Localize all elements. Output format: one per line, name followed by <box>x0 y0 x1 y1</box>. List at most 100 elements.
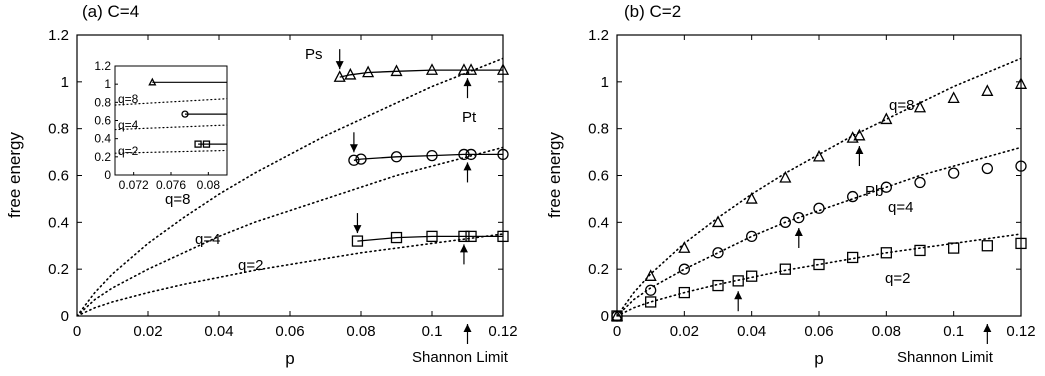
panel-b-ytick-label: 0.2 <box>588 261 609 278</box>
data-point-q8 <box>644 269 657 281</box>
panel-b: (b) C=2 free energy p 0 0.02 0.04 0.06 0.08 0… <box>545 2 1036 368</box>
arrow-marker-head <box>353 225 362 234</box>
panel-a-ytick-label: 1.2 <box>48 27 69 44</box>
arrow-pt-head <box>463 78 472 87</box>
data-point-q4 <box>793 211 805 224</box>
data-point-q4 <box>497 148 509 161</box>
data-point-q8 <box>711 215 725 228</box>
inset-reference-q4 <box>114 124 228 131</box>
data-point-q2 <box>497 230 509 243</box>
data-point-q2 <box>732 275 744 287</box>
panel-a-shannon-label: Shannon Limit <box>412 349 509 366</box>
panel-b-label-q4: q=4 <box>888 199 913 216</box>
panel-a-label-q8: q=8 <box>165 191 190 208</box>
inset-ytick-label: 0.8 <box>94 95 111 109</box>
inset-ytick-label: 0.6 <box>94 114 111 128</box>
panel-a-xtick-label: 0.08 <box>346 323 375 340</box>
data-point-q2 <box>813 258 825 271</box>
data-point-q4 <box>880 181 892 193</box>
data-point-q4 <box>847 190 859 203</box>
panel-b-xtick-label: 0.06 <box>804 323 833 340</box>
data-point-q4 <box>813 202 825 214</box>
panel-a-reference-curves <box>77 57 503 316</box>
data-point-q2 <box>847 251 859 264</box>
inset-reference-q8 <box>114 98 228 106</box>
panel-a-label-q2: q=2 <box>238 257 263 274</box>
data-point-q2 <box>880 247 892 259</box>
inset-ytick-label: 0.2 <box>94 150 111 164</box>
panel-a-annotation-pt: Pt <box>462 109 477 126</box>
data-point-q8 <box>457 63 471 75</box>
panel-a-ytick-label: 1 <box>61 74 69 91</box>
panel-a-annotation-ps: Ps <box>305 46 323 63</box>
panel-b-label-q2: q=2 <box>885 270 910 287</box>
panel-a-ytick-label: 0.2 <box>48 261 69 278</box>
panel-a-series <box>333 63 510 247</box>
data-point-q2 <box>712 279 724 292</box>
data-point-q8 <box>362 65 375 78</box>
data-point-q4 <box>746 230 758 243</box>
inset-data-point-q2 <box>202 140 211 148</box>
data-point-q2 <box>981 240 993 252</box>
reference-curve-q2 <box>77 233 503 316</box>
inset-ytick-label: 1.2 <box>94 59 111 73</box>
data-point-q8 <box>464 63 478 75</box>
data-point-q4 <box>678 263 690 275</box>
data-point-q8 <box>812 149 826 162</box>
panel-a: (a) C=4 free energy p 0 0.02 0.04 0.06 0.08 0… <box>5 2 518 368</box>
data-point-q8 <box>981 84 994 96</box>
inset-label-q2: q=2 <box>118 144 139 158</box>
arrow-marker-head <box>459 244 468 253</box>
data-point-q4 <box>712 247 724 259</box>
inset-xtick-label: 0.076 <box>156 178 186 192</box>
reference-curve-q8 <box>77 57 503 316</box>
data-point-q8 <box>333 70 346 82</box>
reference-curve-q2 <box>617 233 1021 316</box>
panel-a-ylabel: free energy <box>5 132 24 218</box>
data-point-q2 <box>779 263 791 275</box>
arrow-ps-head <box>335 61 344 70</box>
panel-b-label-q8: q=8 <box>889 97 914 114</box>
panel-b-ytick-label: 0 <box>601 308 609 325</box>
panel-a-title: (a) C=4 <box>82 2 139 21</box>
panel-a-label-q4: q=4 <box>195 231 220 248</box>
data-point-q8 <box>853 128 866 141</box>
arrow-pb-head <box>855 146 864 155</box>
data-point-q4 <box>981 162 993 175</box>
panel-a-ytick-label: 0.6 <box>48 168 69 185</box>
panel-a-ytick-label: 0.8 <box>48 121 69 138</box>
data-point-q2 <box>645 296 657 308</box>
panel-b-shannon-label: Shannon Limit <box>897 349 994 366</box>
panel-b-ytick-label: 0.6 <box>588 168 609 185</box>
data-point-q4 <box>426 149 438 162</box>
data-point-q2 <box>426 230 438 243</box>
panel-a-xtick-label: 0.12 <box>488 323 517 340</box>
data-point-q2 <box>678 286 690 299</box>
data-point-q8 <box>947 91 960 103</box>
data-point-q4 <box>458 148 470 161</box>
data-point-q8 <box>779 170 792 183</box>
panel-a-xlabel: p <box>285 349 294 368</box>
reference-curve-q8 <box>617 57 1021 316</box>
panel-a-xtick-label: 0.06 <box>275 323 304 340</box>
panel-b-ytick-label: 1.2 <box>588 27 609 44</box>
data-point-q2 <box>458 230 470 243</box>
panel-a-inset: 0.072 0.076 0.08 0 0.2 0.4 0.6 0.8 1 1.2 <box>94 59 228 192</box>
panel-a-ytick-label: 0 <box>61 308 69 325</box>
panel-b-ytick-label: 1 <box>601 74 609 91</box>
panel-b-xtick-label: 0.1 <box>943 323 964 340</box>
data-point-q8 <box>913 100 927 113</box>
panel-b-reference-curves <box>617 57 1021 316</box>
inset-reference-q2 <box>114 149 228 154</box>
reference-curve-q4 <box>617 146 1021 316</box>
panel-a-xtick-label: 0.02 <box>133 323 162 340</box>
panel-a-arrows <box>335 49 472 344</box>
panel-b-arrows <box>734 146 992 344</box>
panel-b-xlabel: p <box>814 349 823 368</box>
data-point-q8 <box>390 64 403 77</box>
inset-ytick-label: 0.4 <box>94 132 111 146</box>
inset-data-point-q8 <box>148 77 157 86</box>
data-point-q4 <box>348 154 360 166</box>
data-point-q8 <box>344 67 357 80</box>
